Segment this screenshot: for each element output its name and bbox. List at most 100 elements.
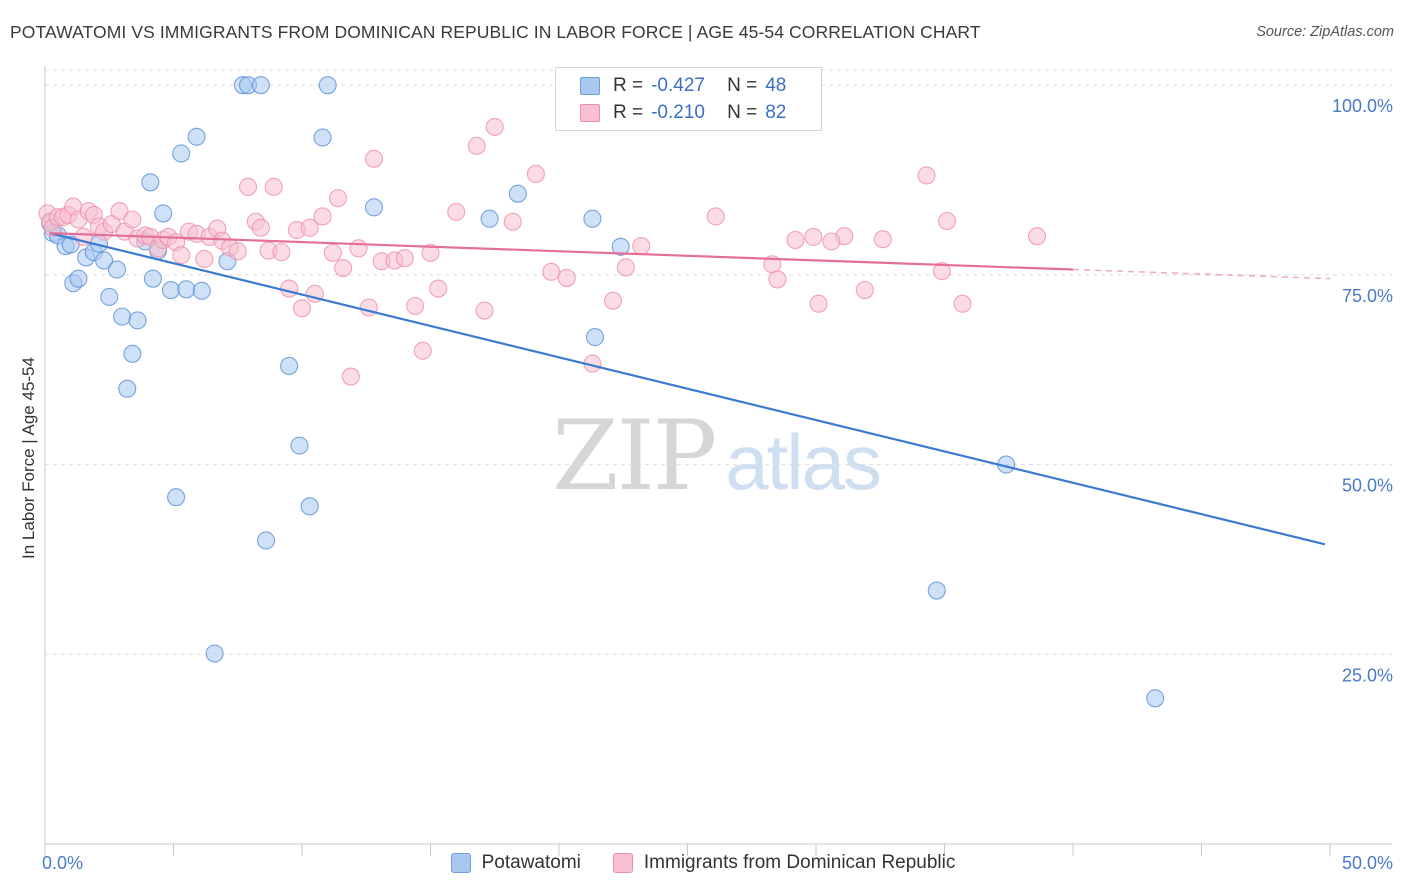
potawatomi-point [167,488,186,507]
dominican-point [768,270,787,289]
dominican-point [292,299,312,318]
potawatomi-point [95,251,114,270]
y-axis-label: In Labor Force | Age 45-54 [19,357,38,559]
potawatomi-point [154,204,173,223]
potawatomi-point [107,260,127,279]
dominican-point [228,242,247,261]
potawatomi-point [205,644,224,663]
potawatomi-point [480,209,499,228]
series-legend: Potawatomi Immigrants from Dominican Rep… [0,852,1406,874]
dominican-point [786,230,805,250]
potawatomi-point [927,581,946,600]
dominican-point [447,202,466,221]
dominican-point [809,294,828,313]
dominican-point [123,210,142,229]
dominican-point [822,232,841,251]
legend-r-value-dominican: -0.210 [651,102,705,123]
dominican-point [616,258,635,277]
chart-title: POTAWATOMI VS IMMIGRANTS FROM DOMINICAN … [10,22,981,42]
dominican-point [195,249,214,268]
legend-swatch-dominican [580,104,600,122]
y-tick-label: 50.0% [1342,476,1393,496]
potawatomi-point [1146,689,1165,708]
potawatomi-point [611,237,630,256]
potawatomi-point [69,269,88,288]
potawatomi-point [300,497,319,516]
dominican-point [406,296,425,316]
dominican-point [632,236,651,256]
dominican-point [932,262,951,281]
legend-n-value-potawatomi: 48 [765,75,787,96]
y-tick-label: 75.0% [1342,286,1393,306]
watermark-atlas: atlas [725,418,882,506]
dominican-point [1027,227,1047,246]
legend-row-dominican: R = -0.210 N = 82 [580,100,786,126]
watermark-zip: ZIP [552,400,717,512]
dominican-point [542,262,561,281]
potawatomi-point [113,307,132,326]
dominican-point [238,177,258,196]
legend-n-label: N = [727,75,758,96]
dominican-trend-line-extension [1072,268,1331,280]
dominican-point [873,230,892,249]
dominican-point [264,177,283,196]
dominican-point [917,166,936,185]
dominican-point [280,279,299,298]
legend-n-value-dominican: 82 [765,102,787,123]
legend-n-label: N = [727,102,758,123]
source-label: Source: ZipAtlas.com [1256,24,1394,40]
potawatomi-point [143,269,162,288]
potawatomi-point [585,328,605,347]
dominican-point [938,211,957,231]
legend-r-label: R = [613,102,644,123]
dominican-point [413,341,432,360]
dominican-point [364,149,384,168]
dominican-point [429,279,448,298]
dominican-point [349,239,368,258]
dominican-point [475,301,494,320]
legend-r-value-potawatomi: -0.427 [651,75,705,96]
series-label-dominican: Immigrants from Dominican Republic [643,852,956,873]
series-legend-dominican: Immigrants from Dominican Republic [612,852,956,874]
dominican-point [272,243,291,262]
potawatomi-point [583,209,602,228]
dominican-point [328,189,348,208]
series-label-potawatomi: Potawatomi [481,852,581,873]
legend-r-label: R = [613,75,644,96]
potawatomi-point [318,76,337,95]
dominican-point [804,227,823,246]
dominican-point [467,136,486,155]
dominican-point [341,367,360,386]
dominican-point [395,249,414,268]
dominican-point [485,117,504,136]
y-tick-label: 100.0% [1332,96,1393,116]
potawatomi-point [100,287,119,306]
dominican-point [706,207,725,226]
potawatomi-point [177,280,196,299]
potawatomi-point [128,311,147,330]
correlation-legend: R = -0.427 N = 48 R = -0.210 N = 82 [555,67,822,131]
dominican-point [526,164,545,184]
potawatomi-point [187,127,206,146]
potawatomi-point [313,128,332,147]
potawatomi-trend-line [49,232,1326,546]
potawatomi-point [123,344,142,363]
dominican-point [251,218,270,237]
potawatomi-point [364,198,384,217]
potawatomi-point [192,281,211,300]
legend-row-potawatomi: R = -0.427 N = 48 [580,73,786,99]
dominican-point [110,202,129,221]
legend-swatch-potawatomi [580,77,600,95]
potawatomi-point [118,379,137,398]
x-tick-label: 50.0% [1342,853,1393,873]
potawatomi-point [251,76,270,95]
dominican-point [503,212,522,231]
series-legend-potawatomi: Potawatomi [450,852,581,874]
dominican-point [557,268,576,287]
dominican-point [953,294,972,313]
dominican-trend-line [50,232,1074,271]
x-tick-label: 0.0% [42,853,83,873]
potawatomi-point [141,173,160,192]
potawatomi-point [161,281,180,300]
dominican-point [334,259,353,278]
